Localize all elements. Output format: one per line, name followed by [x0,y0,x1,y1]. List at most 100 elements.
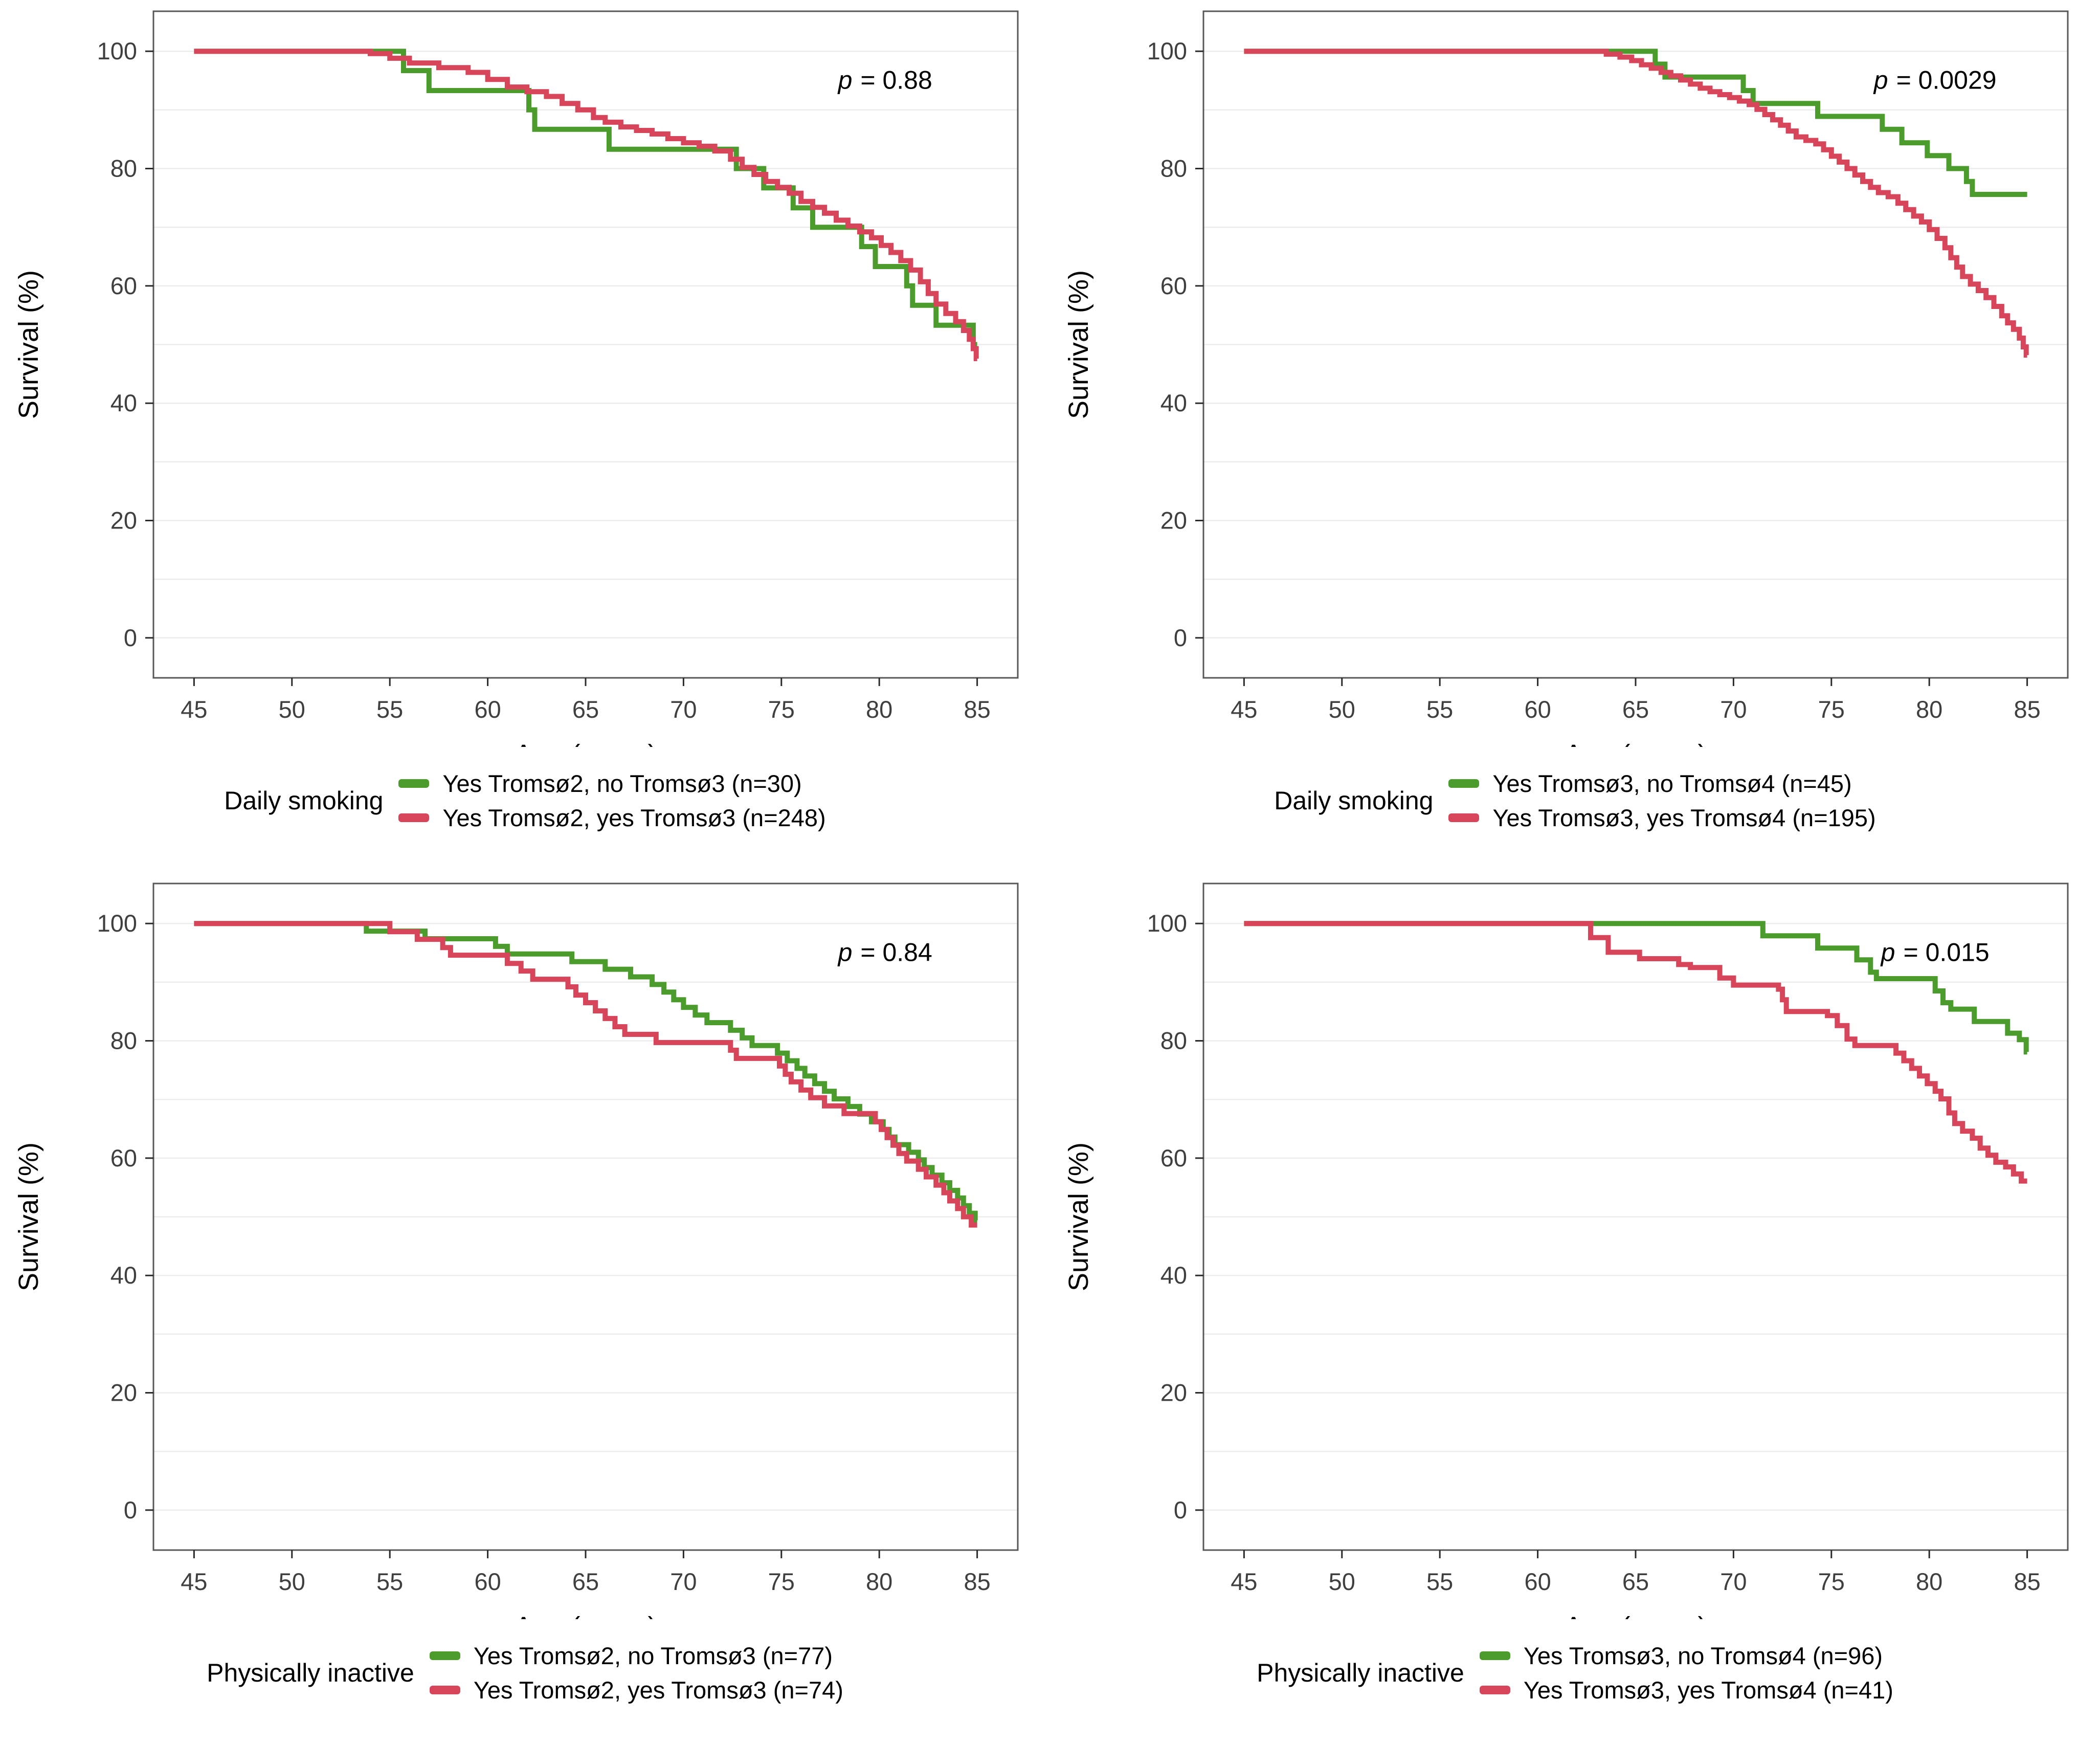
x-tick-label: 45 [181,1568,207,1595]
x-tick-label: 60 [474,696,501,723]
y-tick-label: 20 [110,1379,137,1406]
x-tick-label: 85 [2014,696,2040,723]
legend-physically-inactive-t3t4: Physically inactive Yes Tromsø3, no Trom… [1050,1614,2100,1732]
y-tick-label: 0 [1174,1496,1187,1523]
legend-item-label: Yes Tromsø2, no Tromsø3 (n=30) [442,770,802,797]
x-tick-label: 85 [964,1568,990,1595]
y-tick-label: 20 [1160,1379,1187,1406]
red-line-swatch [1479,1686,1510,1694]
x-axis: 45 50 55 60 65 70 75 80 85 Age (years) [1231,1550,2041,1619]
x-tick-label: 65 [572,696,599,723]
x-tick-label: 85 [2014,1568,2040,1595]
x-axis-title: Age (years) [1564,739,1707,747]
km-curve-red [194,49,979,361]
legend-item-red: Yes Tromsø3, yes Tromsø4 (n=195) [1448,804,1876,832]
km-curve-green [1244,921,2029,1055]
red-line-swatch [429,1686,460,1694]
km-curve-red [194,921,977,1228]
red-line-swatch [1448,813,1480,822]
y-tick-label: 20 [110,507,137,534]
y-axis: 0 20 40 60 80 100 Survival (%) [13,910,153,1523]
legend-title: Daily smoking [224,786,384,815]
x-axis: 45 50 55 60 65 70 75 80 85 Age (years) [181,678,991,747]
x-tick-label: 80 [866,696,892,723]
y-tick-label: 40 [110,1262,137,1289]
panel-physically-inactive-tromso3-4: 45 50 55 60 65 70 75 80 85 Age (years) 0 20 40 60 80 10… [1050,872,2100,1745]
panel-physically-inactive-tromso2-3: 45 50 55 60 65 70 75 80 85 Age (years) 0 20 40 60 80 10… [0,872,1050,1745]
y-axis-title: Survival (%) [13,1142,44,1291]
y-tick-label: 60 [1160,1144,1187,1172]
y-tick-label: 100 [1147,37,1187,64]
km-curve-red [1244,921,2027,1184]
legend-item-green: Yes Tromsø3, no Tromsø4 (n=45) [1448,769,1875,798]
x-axis: 45 50 55 60 65 70 75 80 85 Age (years) [1231,678,2041,747]
x-tick-label: 80 [1916,1568,1942,1595]
x-tick-label: 75 [1818,1568,1845,1595]
km-curve-green [194,49,977,347]
x-tick-label: 45 [181,696,207,723]
x-tick-label: 60 [474,1568,501,1595]
legend-item-red: Yes Tromsø2, yes Tromsø3 (n=248) [398,804,826,832]
x-tick-label: 50 [1329,1568,1355,1595]
y-tick-label: 40 [1160,389,1187,416]
legend-item-label: Yes Tromsø3, yes Tromsø4 (n=41) [1523,1676,1893,1704]
legend-item-red: Yes Tromsø3, yes Tromsø4 (n=41) [1479,1676,1893,1704]
y-axis: 0 20 40 60 80 100 Survival (%) [1063,910,1203,1523]
survival-chart-daily-smoking-t3t4: 45 50 55 60 65 70 75 80 85 Age (years) 0 20 40 60 80 10… [1063,10,2069,747]
x-axis: 45 50 55 60 65 70 75 80 85 Age (years) [181,1550,991,1619]
y-axis: 0 20 40 60 80 100 Survival (%) [13,37,153,651]
legend-physically-inactive-t2t3: Physically inactive Yes Tromsø2, no Trom… [0,1614,1050,1732]
y-tick-label: 100 [97,37,137,64]
y-axis-title: Survival (%) [13,270,44,419]
gridlines [153,50,1018,639]
panel-daily-smoking-tromso2-3: 45 50 55 60 65 70 75 80 85 Age (years) 0 20 40 60 80 10… [0,0,1050,872]
gridlines [1203,50,2068,639]
x-tick-label: 70 [670,696,697,723]
panel-daily-smoking-tromso3-4: 45 50 55 60 65 70 75 80 85 Age (years) 0 20 40 60 80 10… [1050,0,2100,872]
y-tick-label: 0 [124,1496,137,1523]
legend-item-green: Yes Tromsø2, no Tromsø3 (n=77) [429,1642,843,1670]
x-tick-label: 65 [1622,1568,1649,1595]
legend-title: Daily smoking [1274,786,1434,815]
y-tick-label: 80 [110,1027,137,1054]
legend-item-green: Yes Tromsø3, no Tromsø4 (n=96) [1479,1642,1893,1670]
x-tick-label: 55 [376,1568,403,1595]
legend-daily-smoking-t3t4: Daily smoking Yes Tromsø3, no Tromsø4 (n… [1050,742,2100,859]
x-tick-label: 50 [279,696,305,723]
x-tick-label: 80 [1916,696,1942,723]
gridlines [153,922,1018,1511]
survival-chart-daily-smoking-t2t3: 45 50 55 60 65 70 75 80 85 Age (years) 0 20 40 60 80 10… [13,10,1019,747]
x-tick-label: 75 [1818,696,1845,723]
x-tick-label: 60 [1524,1568,1551,1595]
p-value-label: p = 0.015 [1880,938,1990,967]
y-tick-label: 100 [1147,910,1187,937]
x-tick-label: 45 [1231,1568,1257,1595]
x-tick-label: 80 [866,1568,892,1595]
p-value-label: p = 0.0029 [1873,66,1997,95]
y-tick-label: 80 [1160,155,1187,182]
green-line-swatch [1479,1651,1510,1660]
x-tick-label: 65 [1622,696,1649,723]
p-value-label: p = 0.88 [837,66,932,95]
x-tick-label: 55 [1426,696,1453,723]
x-tick-label: 55 [376,696,403,723]
y-tick-label: 100 [97,910,137,937]
survival-chart-physically-inactive-t3t4: 45 50 55 60 65 70 75 80 85 Age (years) 0 20 40 60 80 10… [1063,882,2069,1619]
legend-item-label: Yes Tromsø2, yes Tromsø3 (n=248) [442,804,826,831]
legend-title: Physically inactive [207,1659,414,1687]
x-axis-title: Age (years) [514,1611,657,1619]
x-tick-label: 70 [670,1568,697,1595]
x-tick-label: 50 [279,1568,305,1595]
x-tick-label: 45 [1231,696,1257,723]
x-axis-title: Age (years) [514,739,657,747]
y-axis-title: Survival (%) [1063,1142,1094,1291]
x-tick-label: 55 [1426,1568,1453,1595]
gridlines [1203,922,2068,1511]
x-tick-label: 75 [768,1568,795,1595]
y-tick-label: 80 [1160,1027,1187,1054]
y-tick-label: 60 [1160,272,1187,299]
x-tick-label: 60 [1524,696,1551,723]
y-tick-label: 0 [124,624,137,651]
p-value-label: p = 0.84 [837,938,932,967]
